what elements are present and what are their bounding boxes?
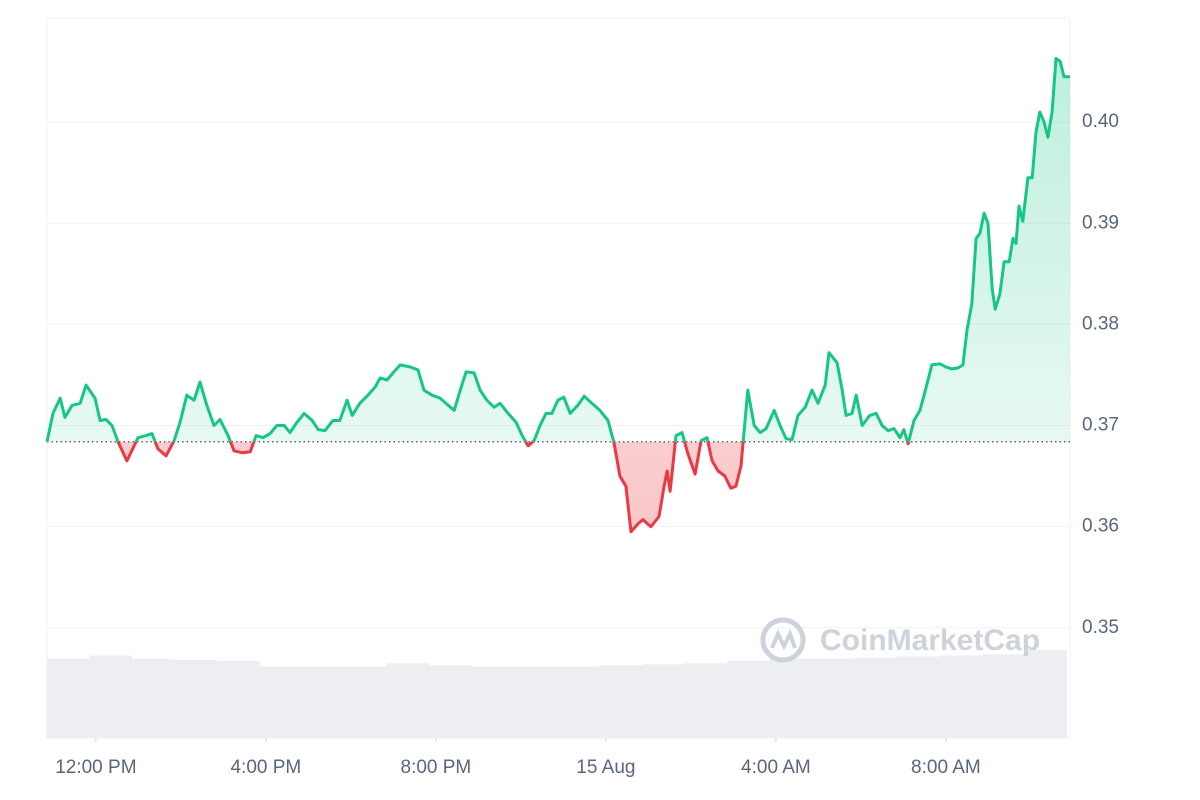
volume-bar bbox=[132, 658, 175, 738]
volume-bar bbox=[599, 665, 643, 738]
area-up bbox=[47, 58, 1070, 442]
volume-bar bbox=[854, 657, 898, 738]
x-tick-label: 12:00 PM bbox=[55, 757, 136, 778]
volume-bar bbox=[302, 666, 345, 738]
x-tick-label: 8:00 AM bbox=[911, 757, 981, 778]
volume-bar bbox=[727, 661, 770, 738]
plot-layer bbox=[45, 56, 1070, 534]
watermark: CoinMarketCap bbox=[760, 617, 1040, 663]
volume-bar bbox=[897, 656, 940, 738]
x-tick-label: 15 Aug bbox=[576, 757, 635, 778]
price-line-down bbox=[47, 441, 911, 534]
volume-bar bbox=[89, 655, 133, 738]
volume-bar bbox=[387, 663, 430, 738]
volume-bar bbox=[1024, 650, 1068, 738]
x-tick-label: 4:00 PM bbox=[230, 757, 301, 778]
y-tick-label: 0.39 bbox=[1082, 212, 1119, 233]
volume-bar bbox=[429, 665, 473, 738]
volume-bar bbox=[812, 658, 855, 738]
volume-bar bbox=[217, 661, 260, 738]
volume-bar bbox=[982, 654, 1025, 738]
watermark-text: CoinMarketCap bbox=[820, 624, 1040, 657]
volume-bar bbox=[684, 663, 728, 738]
grid-layer: 0.35 0.36 0.37 0.38 0.39 0.40 12:00 PM 4:00 PM 8… bbox=[47, 111, 1119, 778]
y-tick-label: 0.38 bbox=[1082, 313, 1119, 334]
volume-bar bbox=[939, 655, 983, 738]
volume-bar bbox=[47, 658, 90, 738]
volume-bar bbox=[557, 666, 600, 738]
volume-bar bbox=[642, 664, 685, 738]
y-tick-label: 0.37 bbox=[1082, 415, 1119, 436]
y-tick-label: 0.40 bbox=[1082, 111, 1119, 132]
volume-bar bbox=[472, 666, 515, 738]
volume-bar bbox=[769, 658, 813, 738]
x-tick-label: 4:00 AM bbox=[741, 757, 811, 778]
volume-layer bbox=[47, 650, 1068, 738]
volume-bar bbox=[514, 666, 558, 738]
x-tick-label: 8:00 PM bbox=[401, 757, 472, 778]
y-tick-label: 0.35 bbox=[1082, 617, 1119, 638]
price-line-up bbox=[45, 56, 1070, 442]
volume-bar bbox=[344, 666, 388, 738]
volume-bar bbox=[259, 666, 303, 738]
y-tick-label: 0.36 bbox=[1082, 516, 1119, 537]
volume-bar bbox=[174, 659, 218, 738]
area-down bbox=[47, 441, 1070, 532]
